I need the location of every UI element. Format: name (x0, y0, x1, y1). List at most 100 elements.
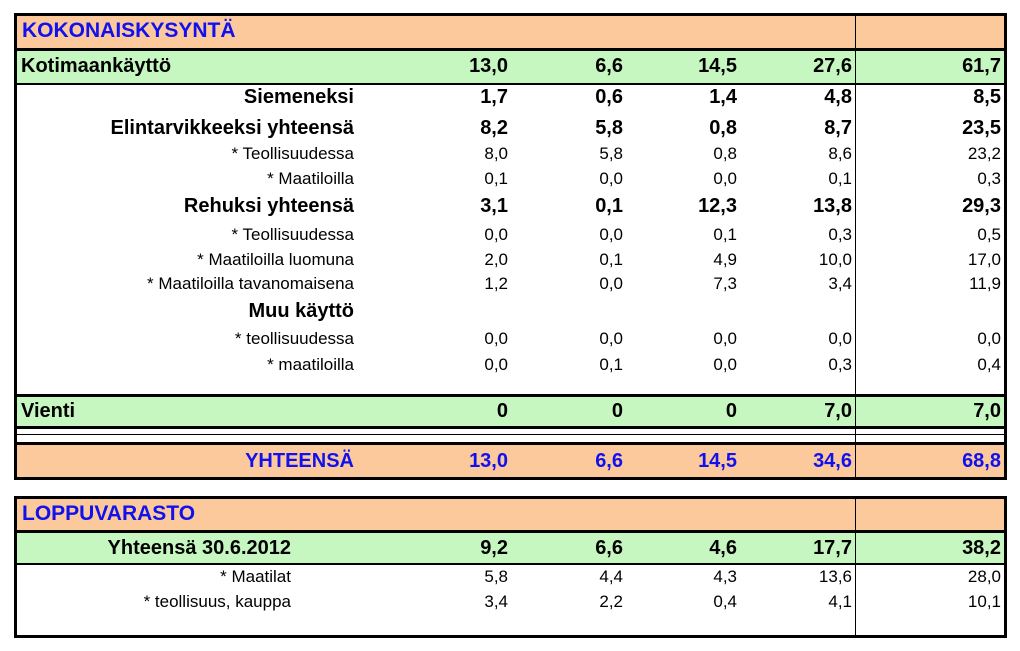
demand-detail-label: * Maatiloilla tavanomaisena (147, 274, 354, 293)
demand-detail-value-3: 7,3 (713, 274, 737, 293)
export-row: Vienti 0 0 0 7,0 7,0 (17, 397, 1004, 426)
export-value-1: 0 (496, 400, 508, 422)
demand-detail-value-1: 8,2 (480, 117, 508, 139)
demand-table: KOKONAISKYSYNTÄ Kotimaankäyttö 13,0 6,6 … (14, 13, 1007, 480)
demand-total-value-2: 6,6 (595, 450, 623, 472)
demand-detail-label: Rehuksi yhteensä (183, 195, 354, 217)
export-label: Vienti (21, 400, 76, 422)
stock-detail-value-4: 4,1 (828, 592, 852, 611)
domestic-value-1: 13,0 (469, 55, 508, 77)
demand-detail-value-5: 29,3 (962, 195, 1001, 217)
demand-detail-value-3: 12,3 (698, 195, 737, 217)
demand-detail-value-5: 23,5 (962, 117, 1001, 139)
demand-detail-label: * teollisuudessa (234, 329, 354, 348)
domestic-value-5: 61,7 (962, 55, 1001, 77)
demand-detail-value-5: 23,2 (967, 144, 1001, 163)
demand-detail-value-2: 0,0 (599, 329, 623, 348)
demand-detail-value-2: 0,1 (599, 355, 623, 374)
demand-detail-label: * Teollisuudessa (231, 144, 354, 163)
demand-detail-value-2: 0,1 (595, 195, 623, 217)
demand-detail-value-2: 5,8 (599, 144, 623, 163)
demand-detail-value-4: 3,4 (828, 274, 852, 293)
demand-detail-row: Elintarvikkeeksi yhteensä 8,2 5,8 0,8 8,7 23,… (17, 117, 1004, 141)
demand-detail-row: Muu käyttö (17, 300, 1004, 324)
demand-detail-label: * maatiloilla (267, 355, 354, 374)
demand-detail-value-5: 11,9 (969, 274, 1001, 293)
stock-detail-value-2: 2,2 (599, 592, 623, 611)
demand-total-value-3: 14,5 (698, 450, 737, 472)
demand-detail-value-1: 0,0 (484, 225, 508, 244)
demand-detail-label: * Maatiloilla (267, 169, 354, 188)
demand-total-label: YHTEENSÄ (245, 450, 354, 472)
demand-detail-value-4: 0,1 (828, 169, 852, 188)
stock-detail-row: * Maatilat 5,8 4,4 4,3 13,6 28,0 (17, 567, 1004, 591)
demand-detail-value-5: 17,0 (967, 250, 1001, 269)
stock-detail-value-5: 28,0 (967, 567, 1001, 586)
stock-detail-value-1: 5,8 (484, 567, 508, 586)
domestic-value-3: 14,5 (698, 55, 737, 77)
demand-detail-value-4: 0,3 (828, 355, 852, 374)
domestic-value-2: 6,6 (595, 55, 623, 77)
demand-detail-value-2: 0,0 (599, 225, 623, 244)
demand-detail-value-4: 8,6 (828, 144, 852, 163)
demand-detail-value-5: 0,4 (977, 355, 1001, 374)
stock-total-row: Yhteensä 30.6.2012 9,2 6,6 4,6 17,7 38,2 (17, 533, 1004, 563)
demand-detail-row: Rehuksi yhteensä 3,1 0,1 12,3 13,8 29,3 (17, 195, 1004, 219)
stock-total-value-2: 6,6 (595, 537, 623, 559)
demand-detail-value-3: 4,9 (713, 250, 737, 269)
demand-detail-value-5: 0,5 (977, 225, 1001, 244)
demand-detail-value-1: 2,0 (484, 250, 508, 269)
demand-detail-row: Siemeneksi 1,7 0,6 1,4 4,8 8,5 (17, 86, 1004, 110)
demand-detail-value-4: 10,0 (818, 250, 852, 269)
demand-detail-label: Muu käyttö (248, 300, 354, 322)
demand-detail-value-5: 0,0 (977, 329, 1001, 348)
demand-total-row: YHTEENSÄ 13,0 6,6 14,5 34,6 68,8 (17, 445, 1004, 477)
export-value-4: 7,0 (824, 400, 852, 422)
stock-header-row: LOPPUVARASTO (17, 499, 1004, 530)
stock-detail-label: * Maatilat (220, 567, 291, 586)
demand-detail-value-3: 0,8 (709, 117, 737, 139)
stock-detail-value-4: 13,6 (818, 567, 852, 586)
demand-detail-value-3: 0,0 (713, 355, 737, 374)
demand-detail-row: * Maatiloilla tavanomaisena 1,2 0,0 7,3 3,4 1… (17, 274, 1004, 298)
domestic-row: Kotimaankäyttö 13,0 6,6 14,5 27,6 61,7 (17, 51, 1004, 83)
stock-total-value-5: 38,2 (962, 537, 1001, 559)
demand-detail-value-3: 0,0 (713, 169, 737, 188)
export-value-2: 0 (611, 400, 623, 422)
demand-total-value-5: 68,8 (962, 450, 1001, 472)
demand-total-value-4: 34,6 (813, 450, 852, 472)
demand-detail-value-1: 0,0 (484, 329, 508, 348)
domestic-value-4: 27,6 (813, 55, 852, 77)
stock-total-value-3: 4,6 (709, 537, 737, 559)
demand-detail-value-4: 0,3 (828, 225, 852, 244)
demand-detail-value-4: 13,8 (813, 195, 852, 217)
stock-detail-row: * teollisuus, kauppa 3,4 2,2 0,4 4,1 10,1 (17, 592, 1004, 616)
demand-detail-value-4: 0,0 (828, 329, 852, 348)
export-value-5: 7,0 (973, 400, 1001, 422)
demand-detail-value-2: 0,6 (595, 86, 623, 108)
demand-detail-value-5: 8,5 (973, 86, 1001, 108)
demand-detail-value-4: 8,7 (824, 117, 852, 139)
demand-detail-row: * teollisuudessa 0,0 0,0 0,0 0,0 0,0 (17, 329, 1004, 353)
stock-total-value-1: 9,2 (480, 537, 508, 559)
demand-detail-label: * Maatiloilla luomuna (197, 250, 354, 269)
demand-detail-value-1: 0,0 (484, 355, 508, 374)
demand-detail-value-3: 0,8 (713, 144, 737, 163)
demand-detail-value-5: 0,3 (977, 169, 1001, 188)
stock-detail-value-2: 4,4 (599, 567, 623, 586)
demand-detail-row: * Teollisuudessa 8,0 5,8 0,8 8,6 23,2 (17, 144, 1004, 168)
demand-detail-row: * Maatiloilla luomuna 2,0 0,1 4,9 10,0 17,0 (17, 250, 1004, 274)
stock-table: LOPPUVARASTO Yhteensä 30.6.2012 9,2 6,6 … (14, 496, 1007, 638)
stock-detail-value-5: 10,1 (967, 592, 1001, 611)
demand-detail-value-1: 1,2 (484, 274, 508, 293)
demand-detail-value-3: 0,1 (713, 225, 737, 244)
export-value-3: 0 (725, 400, 737, 422)
demand-total-value-1: 13,0 (469, 450, 508, 472)
demand-header: KOKONAISKYSYNTÄ (22, 19, 236, 42)
demand-detail-value-3: 1,4 (709, 86, 737, 108)
stock-detail-value-3: 4,3 (713, 567, 737, 586)
demand-detail-row: * Maatiloilla 0,1 0,0 0,0 0,1 0,3 (17, 169, 1004, 193)
demand-detail-value-1: 1,7 (480, 86, 508, 108)
demand-detail-value-2: 0,1 (599, 250, 623, 269)
demand-detail-label: Siemeneksi (243, 86, 354, 108)
